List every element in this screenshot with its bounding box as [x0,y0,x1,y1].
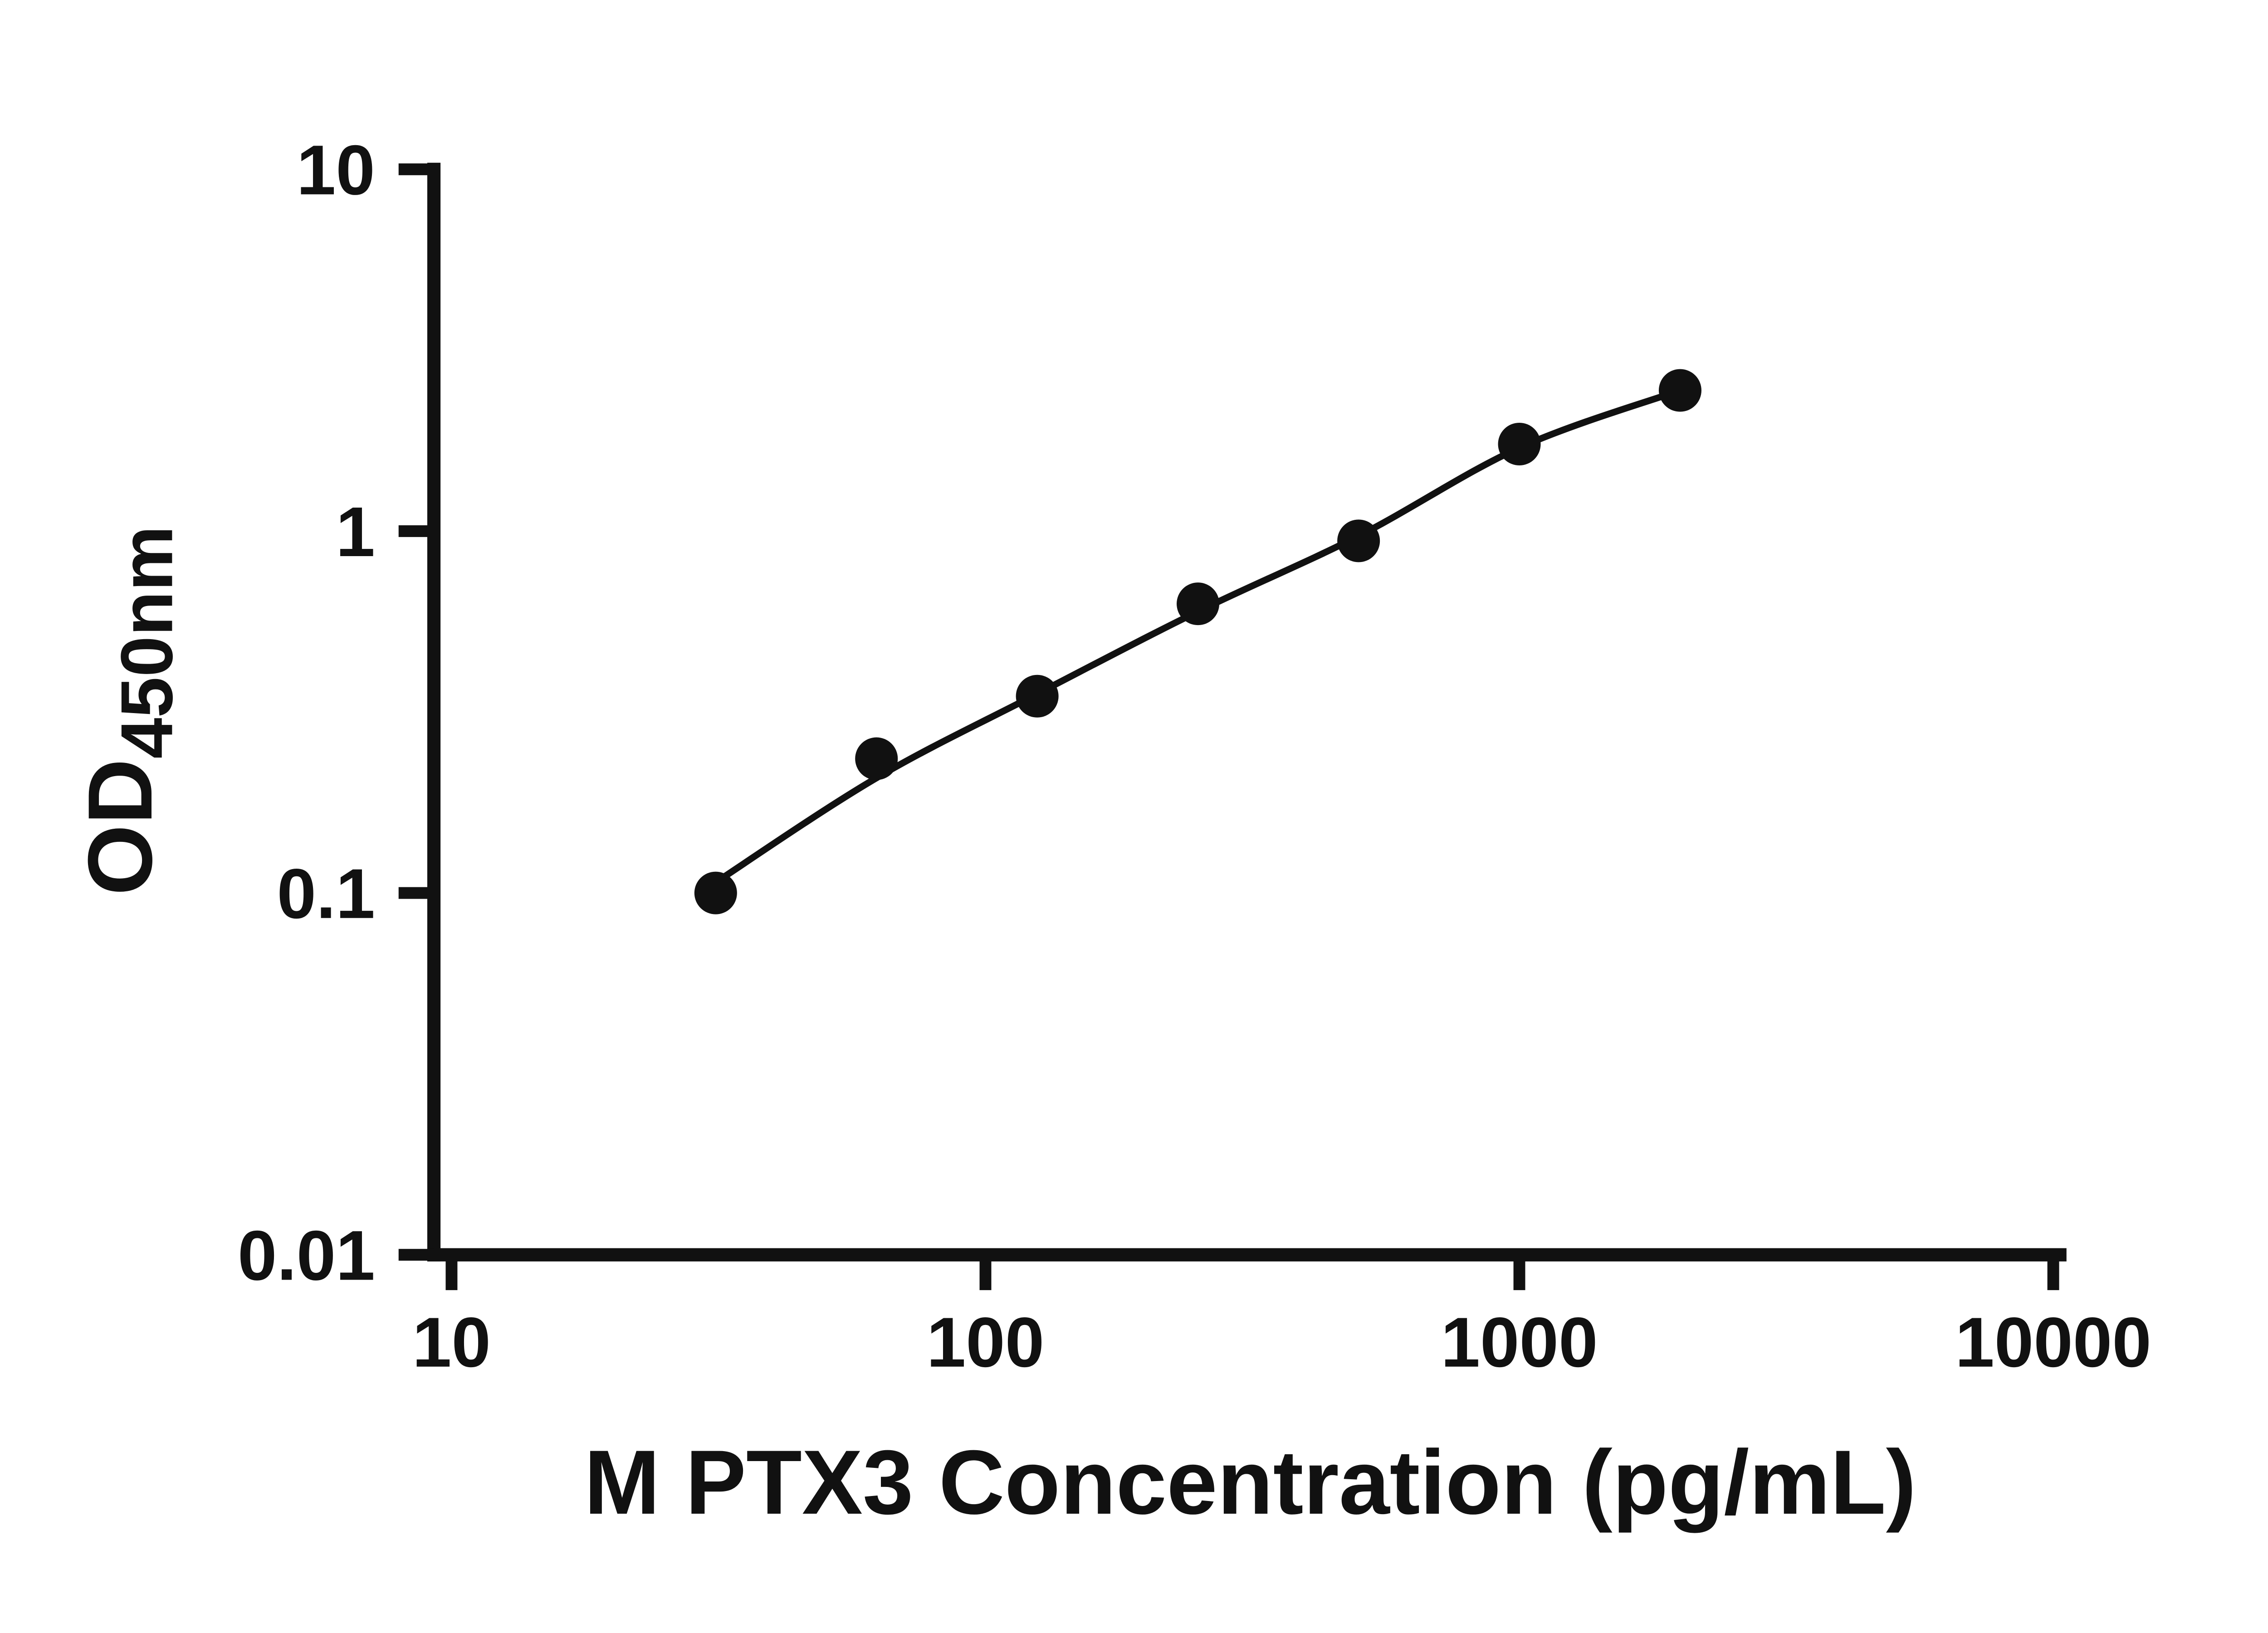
x-axis-title: M PTX3 Concentration (pg/mL) [584,1431,1916,1533]
axes-group: 0.01 0.1 1 10 10 100 1000 10000 [238,130,2151,1381]
y-axis-title: OD450nm [69,526,188,895]
x-tick-label: 10 [412,1303,491,1382]
y-tick-label: 1 [336,492,375,571]
x-tick-label: 1000 [1441,1303,1598,1382]
y-tick-label: 10 [297,130,375,209]
y-axis-title-main: OD [69,759,171,896]
plot-group [694,369,1701,914]
data-point [1498,422,1541,466]
y-tick-label: 0.01 [238,1216,375,1295]
x-tick-label: 100 [927,1303,1045,1382]
data-point [694,871,737,914]
data-point [1658,369,1701,412]
data-point [855,737,898,780]
y-axis-title-subscript: 450nm [106,526,188,759]
data-point [1177,582,1220,626]
y-tick-label: 0.1 [277,854,375,933]
data-point [1016,675,1059,718]
x-tick-label: 10000 [1955,1303,2151,1382]
data-point [1337,519,1380,562]
fit-curve [714,387,1681,885]
